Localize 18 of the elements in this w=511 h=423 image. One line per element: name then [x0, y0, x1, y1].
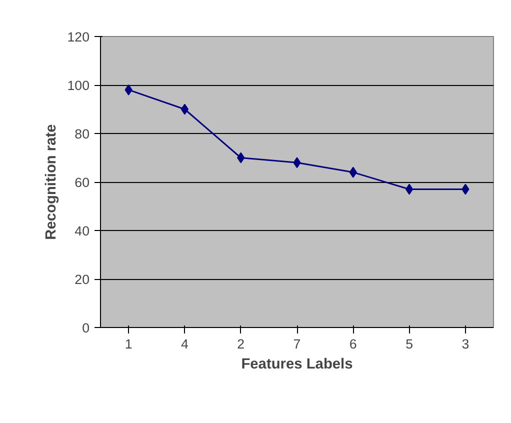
y-tick-label: 20	[74, 272, 90, 287]
x-axis-title: Features Labels	[241, 356, 353, 372]
y-tick-label: 0	[82, 320, 90, 336]
point	[405, 184, 414, 195]
x-tick-label: 1	[124, 336, 132, 352]
y-axis-title: Recognition rate	[43, 124, 60, 240]
x-tick-label: 2	[237, 336, 245, 352]
y-tick-label: 120	[67, 30, 90, 44]
x-tick-label: 4	[181, 336, 190, 352]
x-tick-label: 3	[462, 336, 470, 352]
y-tick-label: 60	[74, 175, 90, 190]
y-tick-label: 40	[74, 224, 90, 238]
y-tick-label: 80	[74, 126, 90, 142]
x-tick-label: 5	[406, 336, 413, 352]
y-tick-label: 100	[67, 78, 90, 93]
x-tick-label: 6	[349, 336, 357, 352]
x-tick-label: 7	[293, 336, 301, 352]
point	[180, 104, 189, 115]
